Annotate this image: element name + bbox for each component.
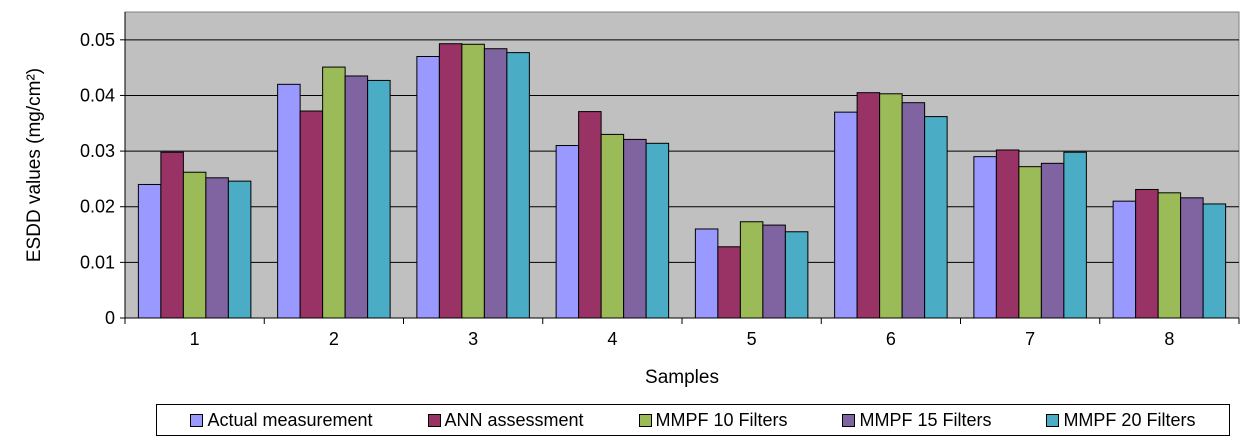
bar-mmpf-20-filters-8 — [1202, 203, 1227, 319]
bar-mmpf-15-filters-8 — [1180, 197, 1204, 319]
bar-actual-measurement-6 — [834, 111, 858, 319]
bar-mmpf-15-filters-1 — [205, 177, 229, 319]
legend-item: MMPF 20 Filters — [1046, 410, 1195, 431]
bar-ann-assessment-4 — [578, 111, 602, 319]
x-tick-label: 8 — [1164, 329, 1174, 349]
legend-item: Actual measurement — [190, 409, 373, 431]
bar-mmpf-15-filters-4 — [623, 138, 647, 319]
bar-mmpf-10-filters-4 — [600, 133, 625, 319]
bar-mmpf-20-filters-3 — [506, 52, 530, 319]
bar-mmpf-20-filters-7 — [1063, 151, 1087, 319]
bar-mmpf-20-filters-1 — [227, 180, 252, 319]
x-tick-label: 5 — [747, 329, 757, 349]
x-tick-label: 1 — [190, 329, 200, 349]
bar-mmpf-15-filters-7 — [1040, 162, 1065, 319]
x-tick-label: 4 — [607, 329, 617, 349]
x-tick-label: 3 — [468, 329, 478, 349]
bar-mmpf-20-filters-6 — [924, 116, 948, 319]
legend-swatch — [638, 413, 652, 427]
y-tick-label: 0.01 — [80, 252, 115, 272]
bar-ann-assessment-1 — [160, 151, 184, 319]
bar-mmpf-20-filters-4 — [645, 142, 670, 319]
y-tick-label: 0.03 — [80, 141, 115, 161]
bar-mmpf-10-filters-1 — [182, 171, 207, 319]
x-tick-label: 6 — [886, 329, 896, 349]
legend-swatch — [842, 413, 856, 427]
bar-mmpf-15-filters-6 — [901, 102, 926, 319]
bar-ann-assessment-8 — [1135, 188, 1159, 319]
legend-label: Actual measurement — [207, 409, 373, 430]
legend-swatch — [427, 413, 441, 427]
bar-ann-assessment-5 — [717, 246, 741, 319]
x-tick-label: 2 — [329, 329, 339, 349]
bar-mmpf-15-filters-2 — [344, 75, 369, 319]
y-axis-title: ESDD values (mg/cm²) — [24, 68, 45, 262]
y-tick-label: 0 — [105, 308, 115, 328]
legend-item: ANN assessment — [427, 409, 584, 431]
bar-mmpf-10-filters-2 — [322, 66, 346, 319]
bar-actual-measurement-4 — [555, 145, 580, 319]
bar-actual-measurement-2 — [277, 83, 301, 319]
bar-actual-measurement-3 — [416, 56, 440, 319]
bar-mmpf-15-filters-3 — [483, 48, 508, 319]
legend-label: MMPF 20 Filters — [1063, 409, 1196, 430]
bar-mmpf-15-filters-5 — [762, 224, 786, 319]
legend-swatch — [1046, 413, 1060, 427]
bar-mmpf-10-filters-7 — [1018, 166, 1042, 319]
chart-legend: Actual measurement ANN assessment MMPF 10 … — [156, 404, 1230, 436]
bar-actual-measurement-7 — [973, 156, 997, 319]
bar-mmpf-20-filters-5 — [784, 231, 809, 319]
y-tick-label: 0.05 — [80, 30, 115, 50]
bar-actual-measurement-1 — [137, 183, 162, 319]
legend-label: MMPF 15 Filters — [859, 409, 992, 430]
x-axis-title: Samples — [645, 367, 719, 388]
bar-ann-assessment-6 — [856, 92, 881, 319]
bar-actual-measurement-8 — [1112, 200, 1137, 319]
bar-ann-assessment-3 — [438, 43, 463, 319]
legend-label: MMPF 10 Filters — [655, 409, 788, 430]
bar-mmpf-10-filters-6 — [879, 93, 903, 319]
legend-item: MMPF 10 Filters — [638, 409, 788, 431]
bar-mmpf-10-filters-3 — [461, 43, 485, 319]
bar-mmpf-20-filters-2 — [367, 79, 391, 319]
bar-ann-assessment-2 — [299, 110, 324, 319]
y-tick-label: 0.04 — [80, 85, 115, 105]
legend-label: ANN assessment — [444, 409, 584, 430]
y-tick-label: 0.02 — [80, 197, 115, 217]
x-tick-label: 7 — [1025, 329, 1035, 349]
bar-mmpf-10-filters-5 — [739, 221, 764, 319]
bar-ann-assessment-7 — [995, 149, 1020, 319]
bar-actual-measurement-5 — [694, 228, 719, 319]
bar-mmpf-10-filters-8 — [1157, 192, 1182, 319]
legend-swatch — [190, 413, 204, 427]
legend-item: MMPF 15 Filters — [842, 410, 991, 431]
